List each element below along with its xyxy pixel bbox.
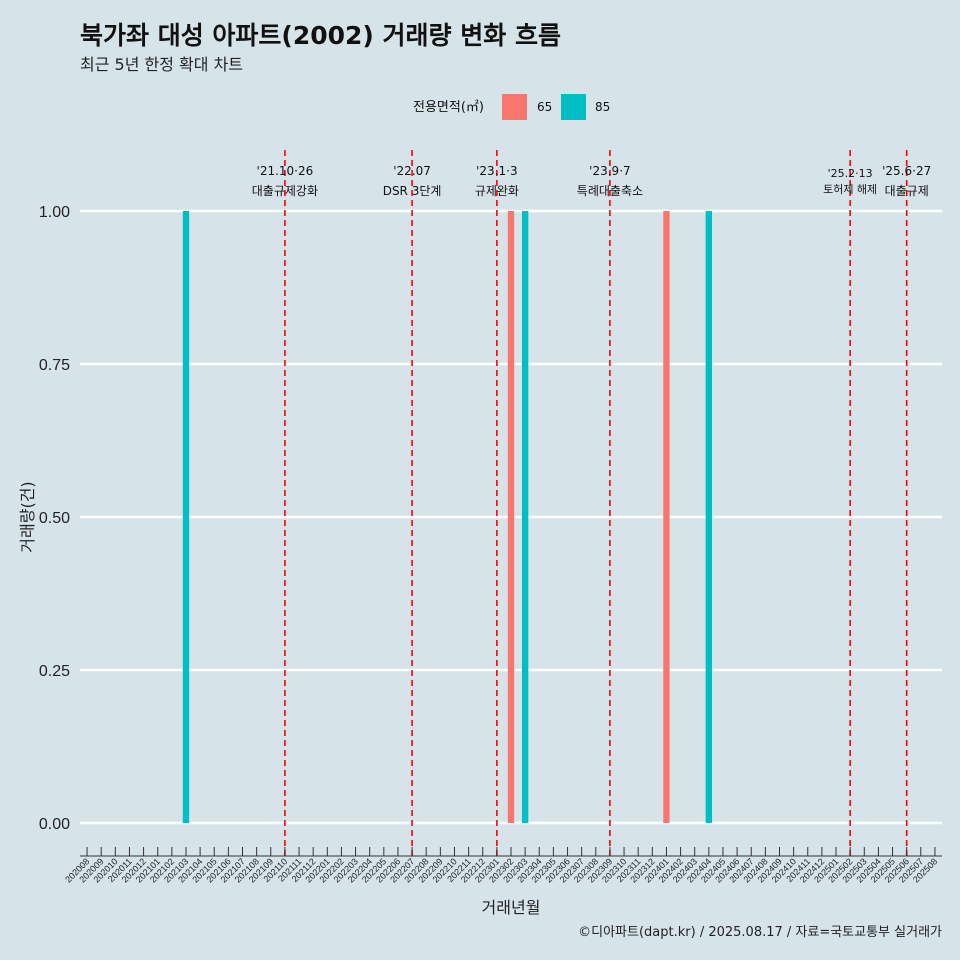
event-date-label: '25.2·13 xyxy=(828,167,873,180)
event-label: 대출규제 xyxy=(885,184,929,198)
legend-title: 전용면적(㎡) xyxy=(413,100,484,115)
y-tick-label: 0.00 xyxy=(39,816,70,833)
legend-label-85: 85 xyxy=(595,100,610,114)
event-date-label: '22.07 xyxy=(393,164,431,178)
event-label: 대출규제강화 xyxy=(252,184,318,198)
y-tick-label: 1.00 xyxy=(39,204,70,221)
event-date-label: '23.1·3 xyxy=(476,164,517,178)
chart-title: 북가좌 대성 아파트(2002) 거래량 변화 흐름 xyxy=(80,21,561,50)
bar-65-202302 xyxy=(507,211,515,823)
y-tick-label: 0.25 xyxy=(39,663,70,680)
y-axis-label: 거래량(건) xyxy=(18,481,37,552)
bar-65-202401 xyxy=(663,211,670,823)
legend: 전용면적(㎡) 65 85 xyxy=(413,94,610,120)
event-date-label: '23.9·7 xyxy=(589,164,630,178)
event-label: 규제완화 xyxy=(475,184,519,198)
x-axis-ticks: 2020082020092020102020112020122021012021… xyxy=(63,847,939,885)
caption: ©디아파트(dapt.kr) / 2025.08.17 / 자료=국토교통부 실… xyxy=(578,925,942,940)
legend-swatch-85 xyxy=(561,94,586,120)
y-axis-ticks: 0.00 0.25 0.50 0.75 1.00 xyxy=(39,204,70,833)
event-label: DSR 3단계 xyxy=(383,184,442,198)
y-tick-label: 0.75 xyxy=(39,357,70,374)
event-date-label: '21.10·26 xyxy=(257,164,314,178)
event-label: 토허제 해제 xyxy=(823,182,877,196)
bar-85-202303 xyxy=(521,211,529,823)
event-label: 특례대출축소 xyxy=(577,184,643,198)
x-axis-label: 거래년월 xyxy=(482,898,541,917)
y-tick-label: 0.50 xyxy=(39,510,70,527)
legend-swatch-65 xyxy=(502,94,527,120)
event-markers: '21.10·26 대출규제강화 '22.07 DSR 3단계 '23.1·3 규제완화 '… xyxy=(252,150,931,856)
legend-label-65: 65 xyxy=(537,100,552,114)
chart-subtitle: 최근 5년 한정 확대 차트 xyxy=(80,55,243,74)
bar-85-202103 xyxy=(182,211,190,823)
bars xyxy=(182,211,713,823)
event-date-label: '25.6·27 xyxy=(882,164,931,178)
bar-85-202404 xyxy=(705,211,713,823)
